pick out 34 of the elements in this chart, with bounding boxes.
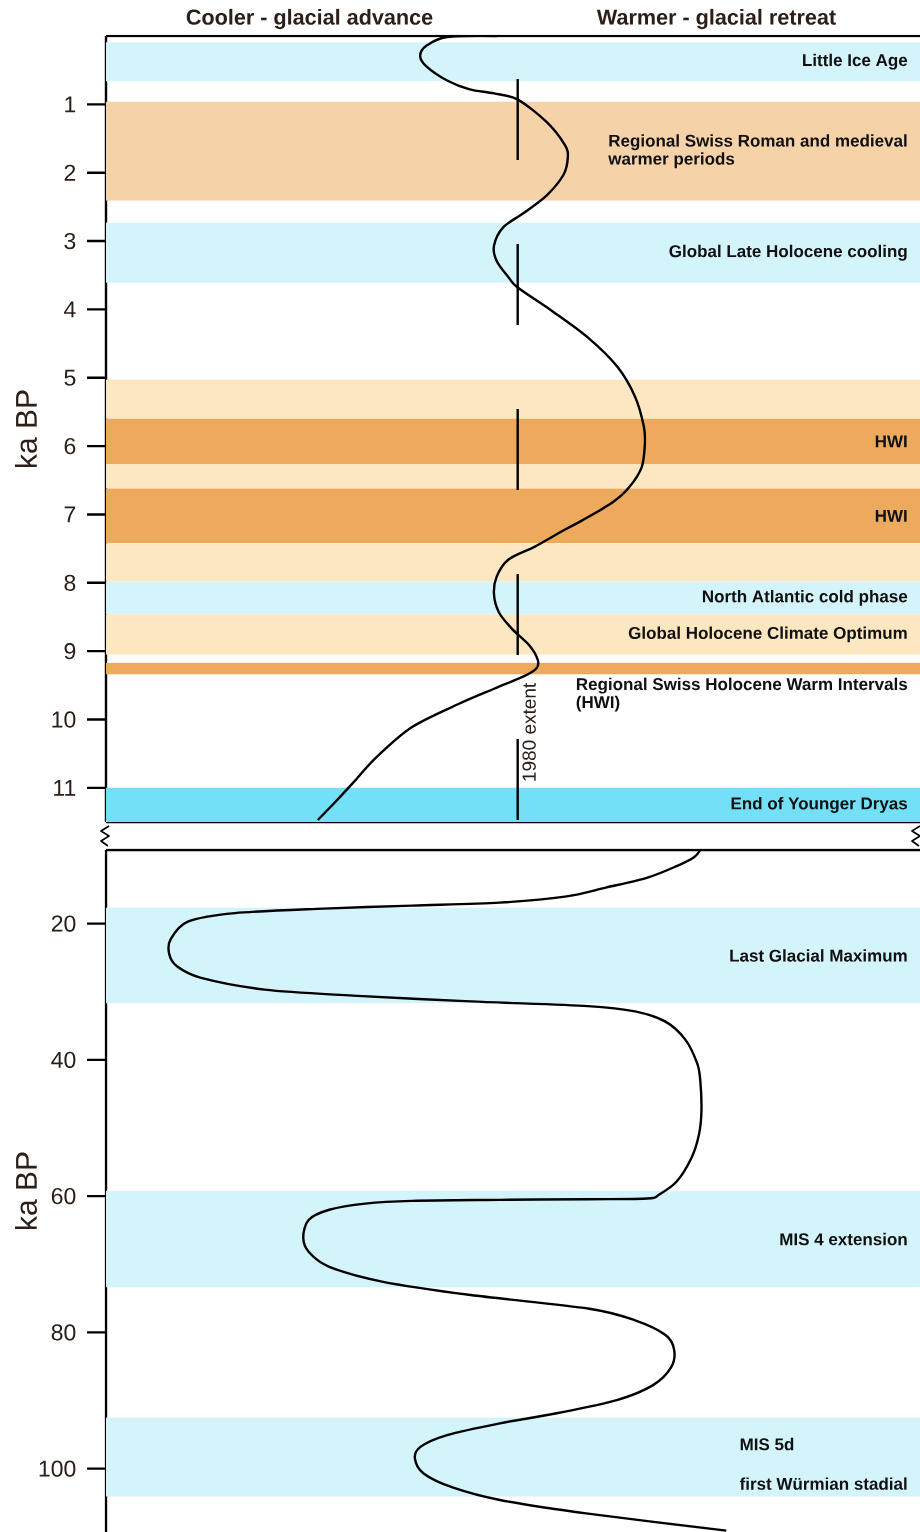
y-tick-label: 20 (51, 915, 76, 932)
y-tick-label: 6 (64, 437, 76, 455)
band-label: HWI (875, 435, 907, 448)
y-tick-label: 9 (64, 643, 76, 660)
y-tick-label: 60 (51, 1187, 76, 1205)
y-tick-label: 4 (64, 301, 76, 318)
band-label: MIS 4 extension (780, 1232, 907, 1246)
band-label: North Atlantic cold phase (702, 589, 908, 606)
band-label: HWI (875, 509, 907, 522)
band-label: MIS 5d (740, 1437, 794, 1451)
y-tick-label: 11 (54, 779, 76, 796)
y-tick-label: 8 (64, 574, 76, 591)
y-axis-title: ka BP (14, 1152, 37, 1230)
y-tick-label: 7 (64, 506, 76, 523)
band-label: Global Holocene Climate Optimum (628, 626, 907, 643)
text: first Würmian stadial (739, 1477, 907, 1490)
band-label: End of Younger Dryas (731, 796, 908, 813)
text: Warmer - glacial retreat (596, 8, 836, 30)
y-tick-label: 5 (64, 369, 76, 386)
y-tick-label: 80 (51, 1324, 76, 1341)
band-label: Last Glacial Maximum (730, 949, 907, 962)
y-tick-label: 3 (64, 232, 76, 250)
y-tick-label: 40 (51, 1051, 76, 1069)
band-label: Regional Swiss Roman and medieval warmer periods (608, 134, 907, 169)
y-tick-label: 2 (64, 164, 76, 181)
y-axis-title: ka BP (14, 390, 37, 468)
y-tick-label: 10 (52, 711, 76, 728)
y-tick-label: 1 (65, 96, 76, 113)
band-label: Global Late Holocene cooling (669, 244, 907, 261)
y-tick-label: 100 (39, 1460, 76, 1477)
ref-line-label: 1980 extent (522, 682, 536, 781)
text: Cooler - glacial advance (186, 8, 433, 30)
band-label: Little Ice Age (803, 53, 908, 70)
band-label: Regional Swiss Holocene Warm Intervals (HWI) (576, 677, 908, 712)
